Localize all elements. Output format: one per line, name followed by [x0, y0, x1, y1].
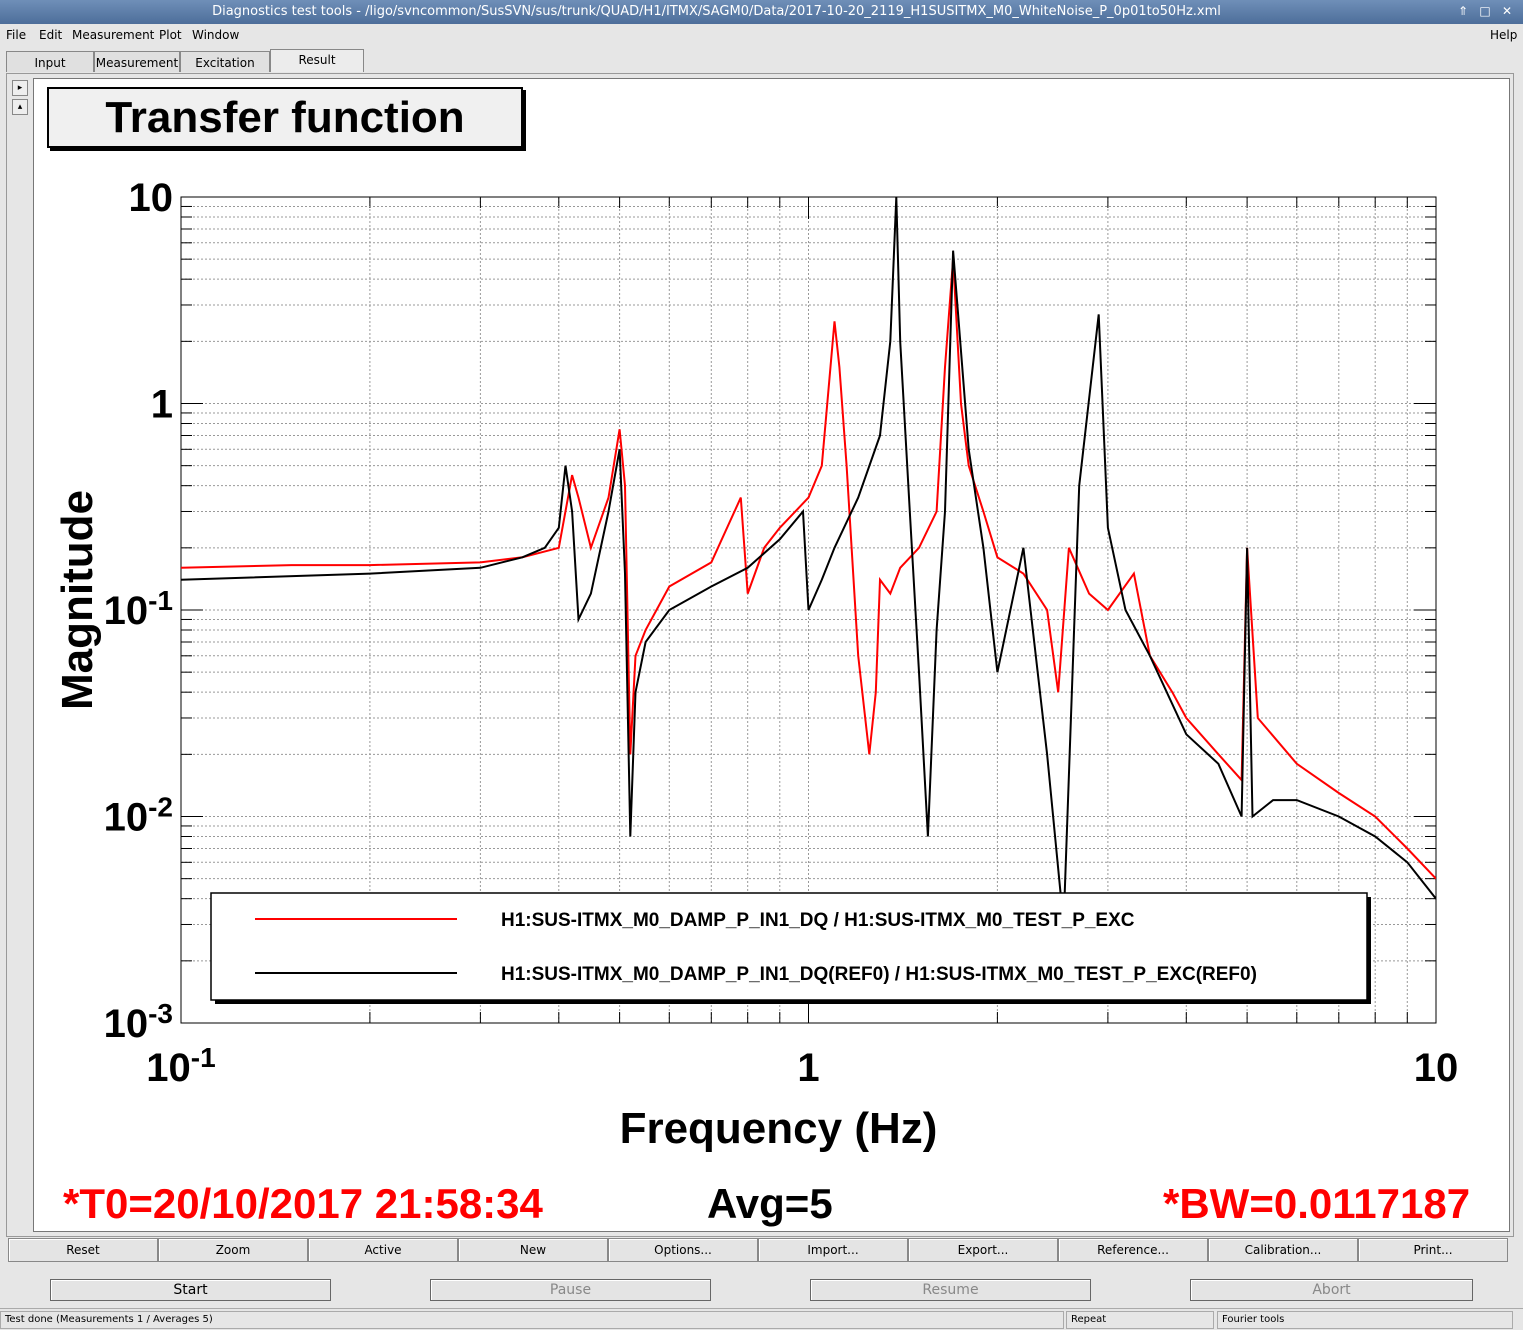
tab-result[interactable]: Result: [270, 49, 364, 72]
transfer-function-chart[interactable]: 10-1 1 10 10-3 10-2 10-1 1 10 Frequency (Hz) Magn…: [34, 79, 1509, 1231]
reset-button[interactable]: Reset: [8, 1238, 158, 1262]
y-axis-label: Magnitude: [53, 490, 102, 710]
tab-excitation[interactable]: Excitation: [180, 51, 270, 72]
y-tick-label: 10-3: [104, 998, 173, 1046]
up-arrow-icon[interactable]: ▴: [12, 99, 28, 115]
tab-input[interactable]: Input: [6, 51, 94, 72]
x-tick-label: 10: [1414, 1046, 1459, 1090]
bw-label: *BW=0.0117187: [1163, 1180, 1471, 1227]
y-tick-label: 10-2: [104, 792, 173, 840]
status-bar: Test done (Measurements 1 / Averages 5) …: [0, 1308, 1523, 1329]
new-button[interactable]: New: [458, 1238, 608, 1262]
window-titlebar[interactable]: Diagnostics test tools - /ligo/svncommon…: [0, 0, 1523, 24]
avg-label: Avg=5: [707, 1180, 833, 1227]
x-tick-label: 1: [797, 1046, 819, 1090]
pause-button[interactable]: Pause: [430, 1279, 711, 1301]
calibration-button[interactable]: Calibration...: [1208, 1238, 1358, 1262]
status-repeat: Repeat: [1066, 1311, 1214, 1329]
series-line-0: [181, 259, 1436, 880]
export-button[interactable]: Export...: [908, 1238, 1058, 1262]
series-line-1: [181, 197, 1436, 925]
active-button[interactable]: Active: [308, 1238, 458, 1262]
legend-entry: H1:SUS-ITMX_M0_DAMP_P_IN1_DQ(REF0) / H1:…: [501, 964, 1257, 985]
y-tick-label: 10-1: [104, 585, 173, 633]
y-tick-label: 10: [129, 176, 174, 220]
close-icon[interactable]: ✕: [1501, 4, 1513, 18]
reference-button[interactable]: Reference...: [1058, 1238, 1208, 1262]
y-tick-label: 1: [151, 383, 173, 427]
window-title: Diagnostics test tools - /ligo/svncommon…: [212, 4, 1221, 19]
menu-bar: File Edit Measurement Plot Window Help: [0, 25, 1523, 47]
print-button[interactable]: Print...: [1358, 1238, 1508, 1262]
status-fourier: Fourier tools: [1217, 1311, 1513, 1329]
pad-arrows: ▸ ▴: [12, 80, 28, 118]
legend-entry: H1:SUS-ITMX_M0_DAMP_P_IN1_DQ / H1:SUS-IT…: [501, 910, 1135, 931]
menu-plot[interactable]: Plot: [159, 28, 182, 42]
x-tick-label: 10-1: [146, 1042, 215, 1090]
start-button[interactable]: Start: [50, 1279, 331, 1301]
t0-label: *T0=20/10/2017 21:58:34: [63, 1180, 543, 1227]
right-arrow-icon[interactable]: ▸: [12, 80, 28, 96]
x-axis-label: Frequency (Hz): [620, 1104, 938, 1153]
tab-measurement[interactable]: Measurement: [94, 51, 180, 72]
maximize-icon[interactable]: ⇑: [1457, 4, 1469, 18]
plot-title: Transfer function: [47, 87, 523, 148]
legend: [210, 892, 1368, 1001]
import-button[interactable]: Import...: [758, 1238, 908, 1262]
menu-edit[interactable]: Edit: [39, 28, 63, 42]
status-message: Test done (Measurements 1 / Averages 5): [0, 1311, 1064, 1329]
abort-button[interactable]: Abort: [1190, 1279, 1473, 1301]
menu-help[interactable]: Help: [1490, 28, 1518, 42]
menu-measurement[interactable]: Measurement: [72, 28, 155, 42]
menu-window[interactable]: Window: [192, 28, 240, 42]
zoom-button[interactable]: Zoom: [158, 1238, 308, 1262]
restore-icon[interactable]: □: [1479, 4, 1491, 18]
plot-canvas[interactable]: 10-1 1 10 10-3 10-2 10-1 1 10 Frequency (Hz) Magn…: [33, 78, 1510, 1232]
resume-button[interactable]: Resume: [810, 1279, 1091, 1301]
options-button[interactable]: Options...: [608, 1238, 758, 1262]
plot-button-row: Reset Zoom Active New Options... Import.…: [8, 1238, 1508, 1262]
menu-file[interactable]: File: [6, 28, 27, 42]
